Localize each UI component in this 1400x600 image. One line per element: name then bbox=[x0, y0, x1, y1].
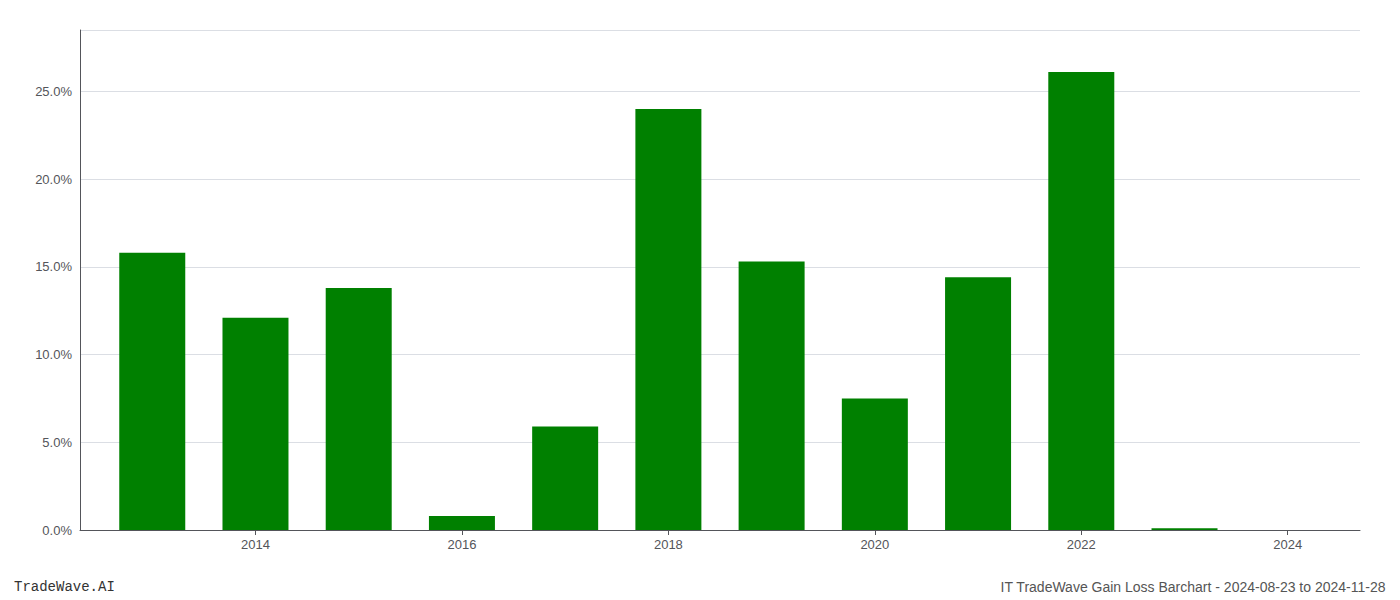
svg-text:2020: 2020 bbox=[860, 537, 889, 552]
svg-text:TradeWave.AI: TradeWave.AI bbox=[14, 579, 115, 595]
svg-text:2022: 2022 bbox=[1067, 537, 1096, 552]
svg-text:0.0%: 0.0% bbox=[42, 523, 72, 538]
svg-text:2018: 2018 bbox=[654, 537, 683, 552]
svg-text:2024: 2024 bbox=[1273, 537, 1302, 552]
svg-text:5.0%: 5.0% bbox=[42, 435, 72, 450]
svg-text:IT TradeWave Gain Loss Barchar: IT TradeWave Gain Loss Barchart - 2024-0… bbox=[1001, 579, 1386, 595]
svg-text:10.0%: 10.0% bbox=[35, 347, 72, 362]
svg-text:20.0%: 20.0% bbox=[35, 172, 72, 187]
svg-text:25.0%: 25.0% bbox=[35, 84, 72, 99]
svg-text:15.0%: 15.0% bbox=[35, 259, 72, 274]
svg-text:2016: 2016 bbox=[447, 537, 476, 552]
svg-text:2014: 2014 bbox=[241, 537, 270, 552]
